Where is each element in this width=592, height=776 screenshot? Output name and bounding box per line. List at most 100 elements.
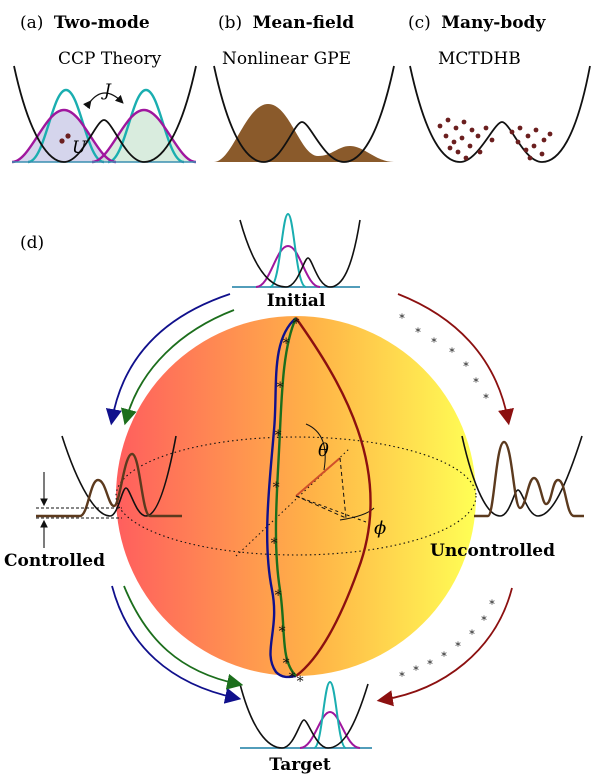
controlled-potential [61, 435, 177, 517]
panel-c-title: Many-body [441, 13, 546, 33]
svg-text:(b) Mean-field: (b) Mean-field [218, 13, 354, 33]
panel-a-potential [13, 65, 197, 163]
trajectory-star: ∗ [291, 313, 301, 329]
trajectory-star: ∗ [273, 585, 283, 601]
target-magenta-gaussian [299, 710, 361, 749]
panel-c-potential [409, 65, 591, 163]
green-arrow-initial-to-controlled [120, 309, 235, 426]
asterisk-mark: * [449, 346, 455, 359]
symbol-j: J [101, 81, 112, 101]
particle [65, 133, 71, 139]
asterisk-mark: * [431, 336, 437, 349]
asterisk-mark: * [399, 312, 405, 325]
boson-particle [451, 139, 457, 145]
asterisk-mark: * [489, 598, 495, 611]
tunnel-arrow [82, 92, 124, 110]
asterisk-mark: * [469, 628, 475, 641]
boson-particle [539, 151, 545, 157]
asterisk-mark: * [463, 360, 469, 373]
boson-particle [517, 125, 523, 131]
controlled-inset: Controlled [4, 435, 182, 571]
boson-particle [531, 143, 537, 149]
panel-b: (b) Mean-field Nonlinear GPE [213, 13, 395, 163]
trajectory-star: ∗ [281, 333, 291, 349]
boson-particle [515, 139, 521, 145]
panel-c-subtitle: MCTDHB [438, 49, 521, 69]
sphere-y-axis [295, 495, 367, 523]
projection-vertical [339, 457, 347, 519]
green-arrow-controlled-to-target [123, 585, 244, 690]
svg-text:(c) Many-body: (c) Many-body [408, 13, 546, 33]
red-trajectory [295, 317, 372, 677]
right-magenta-gaussian [91, 108, 197, 164]
green-trajectory [274, 317, 298, 677]
theta-label: θ [318, 440, 329, 461]
panel-b-title: Mean-field [253, 13, 355, 33]
uncontrolled-inset: Uncontrolled [430, 435, 584, 561]
boson-particle [541, 137, 547, 143]
initial-magenta-gaussian [255, 244, 321, 288]
density-profile [214, 104, 394, 162]
uncontrolled-potential [461, 435, 583, 517]
boson-particle [475, 133, 481, 139]
target-inset: Target [239, 680, 372, 775]
boson-particle [445, 117, 451, 123]
projection-radial [295, 495, 347, 519]
svg-text:(a) Two-mode: (a) Two-mode [20, 13, 150, 33]
panel-b-subtitle: Nonlinear GPE [222, 49, 351, 69]
boson-particle [509, 129, 515, 135]
initial-potential [239, 219, 361, 288]
boson-particle [533, 127, 539, 133]
trajectory-markers: ∗∗∗∗∗∗∗∗∗∗∗ [269, 313, 305, 687]
asterisk-mark: * [427, 658, 433, 671]
panel-b-tag: (b) [218, 13, 242, 33]
asterisk-mark: * [481, 614, 487, 627]
asterisk-mark: * [455, 640, 461, 653]
boson-particle [483, 125, 489, 131]
asterisk-mark: * [483, 392, 489, 405]
target-potential [239, 683, 369, 749]
boson-particle [447, 145, 453, 151]
boson-particle [459, 135, 465, 141]
left-cyan-gaussian [27, 88, 105, 164]
panel-c: (c) Many-body MCTDHB [408, 13, 591, 163]
trajectory-star: ∗ [275, 377, 285, 393]
blue-arrow-controlled-to-target [111, 585, 242, 704]
boson-cloud [437, 117, 553, 161]
target-cyan-gaussian [313, 680, 347, 749]
panel-d-tag: (d) [20, 233, 44, 253]
trajectory-star: ∗ [277, 621, 287, 637]
asterisk-mark: * [473, 376, 479, 389]
boson-particle [489, 137, 495, 143]
panel-a-title: Two-mode [54, 13, 150, 33]
asterisk-trail: *************** [399, 312, 495, 683]
boson-particle [547, 131, 553, 137]
boson-particle [477, 149, 483, 155]
trajectory-star: ∗ [269, 533, 279, 549]
trajectory-star: ∗ [281, 653, 291, 669]
controlled-density [36, 452, 182, 518]
panel-a-subtitle: CCP Theory [58, 49, 162, 69]
boson-particle [467, 143, 473, 149]
trajectory-star: ∗ [287, 667, 297, 683]
phi-arc [339, 507, 375, 521]
blue-trajectory [265, 317, 297, 679]
symbol-u: U [72, 138, 87, 158]
panel-a: (a) Two-mode CCP Theory J U [11, 13, 197, 164]
initial-cyan-gaussian [269, 212, 307, 288]
panel-b-potential [213, 65, 395, 163]
boson-particle [455, 149, 461, 155]
controlled-label: Controlled [4, 551, 105, 571]
boson-particle [443, 133, 449, 139]
boson-particle [527, 155, 533, 161]
asterisk-mark: * [413, 664, 419, 677]
uncontrolled-density [474, 440, 584, 518]
asterisk-mark: * [415, 326, 421, 339]
boson-particle [523, 147, 529, 153]
right-cyan-gaussian [107, 88, 185, 164]
boson-particle [469, 127, 475, 133]
left-mode-fill [12, 110, 116, 162]
asterisk-mark: * [441, 650, 447, 663]
phi-label: ϕ [374, 518, 386, 539]
